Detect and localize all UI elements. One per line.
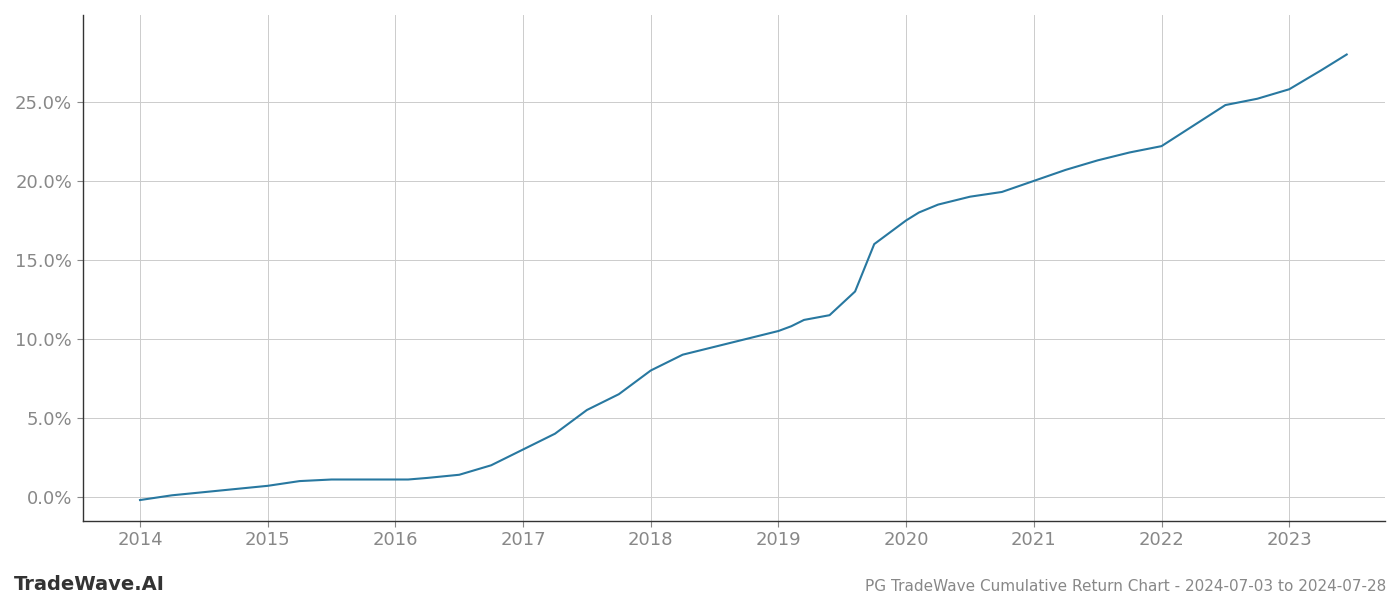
Text: TradeWave.AI: TradeWave.AI [14, 575, 165, 594]
Text: PG TradeWave Cumulative Return Chart - 2024-07-03 to 2024-07-28: PG TradeWave Cumulative Return Chart - 2… [865, 579, 1386, 594]
